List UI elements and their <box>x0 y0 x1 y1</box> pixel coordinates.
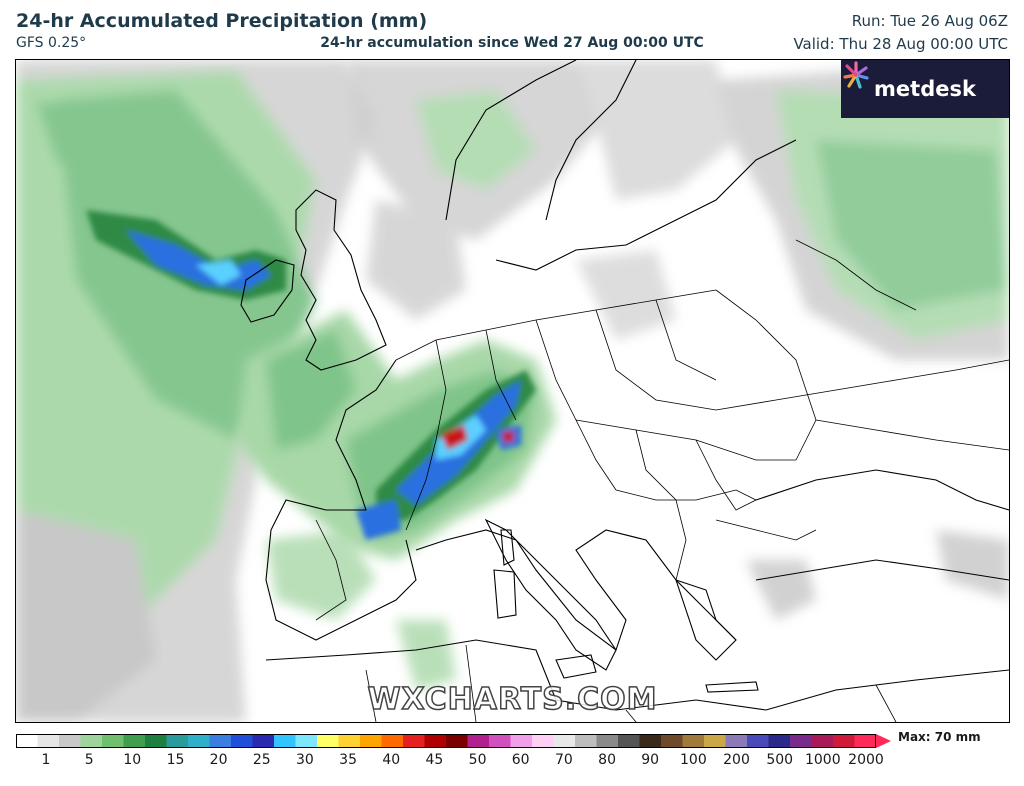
colorbar-swatch <box>102 734 124 748</box>
colorbar-swatch <box>381 734 404 748</box>
colorbar-tick-label: 100 <box>680 752 707 768</box>
max-value-label: Max: 70 mm <box>898 730 981 744</box>
colorbar-swatch <box>59 734 81 748</box>
colorbar-swatches <box>16 734 891 748</box>
colorbar-tick-label: 200 <box>723 752 750 768</box>
wxcharts-watermark: WXCHARTS.COM <box>367 681 658 718</box>
colorbar-max-arrow <box>876 734 891 748</box>
colorbar-swatch <box>725 734 748 748</box>
country-borders <box>315 239 1009 722</box>
colorbar-tick-label: 90 <box>641 752 660 768</box>
colorbar-swatch <box>489 734 511 748</box>
colorbar-tick-label: 25 <box>252 752 271 768</box>
colorbar-swatch <box>360 734 382 748</box>
colorbar-swatch <box>403 734 425 748</box>
colorbar-swatch <box>209 734 232 748</box>
colorbar-tick-label: 500 <box>766 752 794 768</box>
map-canvas <box>16 60 1009 722</box>
colorbar-swatch <box>553 734 576 748</box>
colorbar-swatch <box>768 734 791 748</box>
colorbar-swatch <box>639 734 662 748</box>
colorbar-swatch <box>596 734 619 748</box>
colorbar-swatch <box>704 734 726 748</box>
colorbar-swatch <box>467 734 490 748</box>
colorbar-swatch <box>790 734 812 748</box>
colorbar-swatch <box>747 734 769 748</box>
colorbar-swatch <box>80 734 103 748</box>
colorbar-swatch <box>424 734 447 748</box>
colorbar-tick-label: 60 <box>511 752 530 768</box>
colorbar-swatch <box>188 734 210 748</box>
colorbar-tick-label: 50 <box>468 752 487 768</box>
colorbar-tick-label: 35 <box>339 752 358 768</box>
colorbar-tick-label: 40 <box>382 752 401 768</box>
colorbar-tick-label: 15 <box>166 752 185 768</box>
colorbar-swatch <box>231 734 253 748</box>
colorbar-swatch <box>338 734 361 748</box>
model-label: GFS 0.25° <box>16 35 87 51</box>
colorbar-swatch <box>37 734 60 748</box>
colorbar-swatch <box>833 734 855 748</box>
colorbar-swatch <box>510 734 533 748</box>
colorbar-tick-labels: 1 5 10 15 20 25 30 35 40 45 50 60 70 80 90 100 200 500 100… <box>16 752 884 772</box>
run-time-label: Run: Tue 26 Aug 06Z <box>851 12 1008 30</box>
colorbar-tick-label: 1000 <box>804 752 841 768</box>
colorbar-swatch <box>661 734 683 748</box>
colorbar <box>16 733 891 748</box>
colorbar-tick-label: 5 <box>84 752 94 768</box>
colorbar-tick-label: 70 <box>554 752 573 768</box>
colorbar-tick-label: 20 <box>209 752 228 768</box>
coastlines <box>240 60 1009 711</box>
colorbar-swatch <box>811 734 834 748</box>
chart-title: 24-hr Accumulated Precipitation (mm) <box>16 10 428 32</box>
colorbar-tick-label: 2000 <box>848 752 884 768</box>
metdesk-star-icon <box>843 61 869 89</box>
colorbar-swatch <box>532 734 554 748</box>
colorbar-swatch <box>854 734 877 748</box>
colorbar-swatch <box>682 734 705 748</box>
colorbar-swatch <box>252 734 275 748</box>
metdesk-logo-text: metdesk <box>874 77 976 101</box>
colorbar-swatch <box>618 734 640 748</box>
colorbar-swatch <box>123 734 146 748</box>
metdesk-logo: metdesk <box>841 60 1009 118</box>
precipitation-map[interactable]: metdesk WXCHARTS.COM <box>15 59 1010 723</box>
colorbar-swatch <box>575 734 597 748</box>
colorbar-swatch <box>274 734 296 748</box>
valid-time-label: Valid: Thu 28 Aug 00:00 UTC <box>793 35 1008 53</box>
colorbar-swatch <box>166 734 189 748</box>
chart-subtitle: 24-hr accumulation since Wed 27 Aug 00:0… <box>320 35 704 51</box>
colorbar-tick-label: 1 <box>41 752 51 768</box>
colorbar-outline <box>16 734 876 748</box>
colorbar-swatch <box>317 734 339 748</box>
colorbar-tick-label: 80 <box>598 752 617 768</box>
colorbar-tick-label: 30 <box>295 752 314 768</box>
precipitation-field <box>16 60 1009 722</box>
colorbar-swatch <box>16 734 38 748</box>
colorbar-tick-label: 10 <box>123 752 142 768</box>
colorbar-swatch <box>295 734 318 748</box>
colorbar-swatch <box>446 734 468 748</box>
colorbar-tick-label: 45 <box>425 752 444 768</box>
colorbar-swatch <box>145 734 167 748</box>
